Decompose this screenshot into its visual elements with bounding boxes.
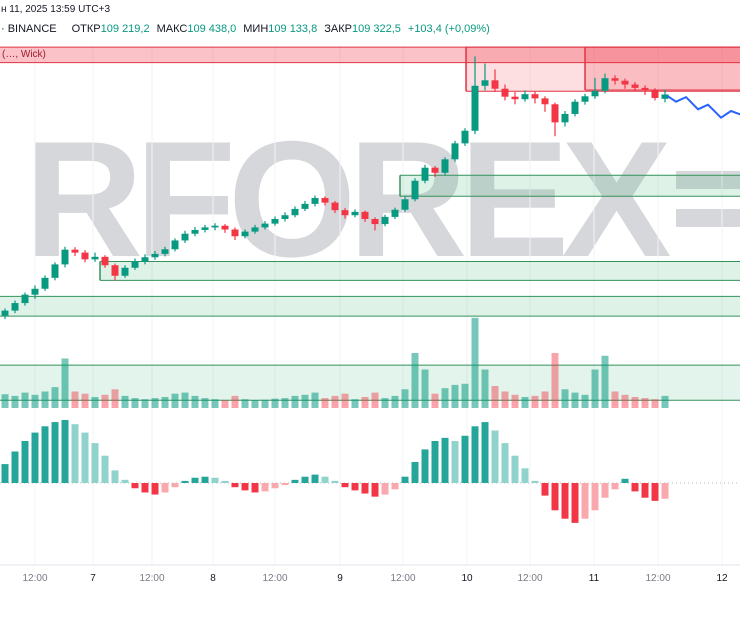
volume-layer <box>1 317 669 408</box>
time-axis-label[interactable]: 10 <box>461 573 473 584</box>
ohlc-legend: · BINANCE ОТКР109 219,2 МАКС109 438,0 МИН10… <box>1 23 490 35</box>
time-axis-label[interactable]: 12:00 <box>139 573 164 584</box>
watermark-bars-icon <box>675 171 740 228</box>
forecast-line <box>667 95 740 119</box>
chart-datetime: н 11, 2025 13:59 UTC+3 <box>1 4 111 15</box>
high-value: 109 438,0 <box>187 23 237 35</box>
close-value: 109 322,5 <box>351 23 401 35</box>
time-axis[interactable]: 12:00 7 12:00 8 12:00 9 12:00 10 12:00 11 12:00 12 <box>0 564 740 584</box>
time-axis-label[interactable]: 12 <box>716 573 728 584</box>
low-label: МИН <box>243 23 269 35</box>
high-label: МАКС <box>156 23 188 35</box>
close-label: ЗАКР <box>324 23 352 35</box>
open-label: ОТКР <box>71 23 101 35</box>
time-axis-label[interactable]: 11 <box>589 573 600 584</box>
symbol-text[interactable]: · BINANCE <box>1 23 57 35</box>
time-axis-label[interactable]: 12:00 <box>390 573 415 584</box>
volume-zone <box>0 364 740 401</box>
time-axis-label[interactable]: 12:00 <box>22 573 47 584</box>
change-value: +103,4 (+0,09%) <box>407 23 490 35</box>
open-value: 109 219,2 <box>100 23 150 35</box>
time-axis-label[interactable]: 12:00 <box>517 573 542 584</box>
supply-zone-label: (…, Wick) <box>2 49 46 60</box>
time-axis-label[interactable]: 7 <box>90 573 96 584</box>
macd-layer <box>0 420 740 523</box>
time-axis-label[interactable]: 12:00 <box>645 573 670 584</box>
low-value: 109 133,8 <box>268 23 318 35</box>
supply-demand-zones <box>0 46 740 317</box>
time-axis-label[interactable]: 12:00 <box>262 573 287 584</box>
time-axis-label[interactable]: 8 <box>210 573 216 584</box>
time-axis-label[interactable]: 9 <box>337 573 343 584</box>
candles-layer <box>1 56 669 320</box>
watermark: RFOREX.c <box>24 100 740 298</box>
watermark-text: RFOREX <box>24 107 672 291</box>
